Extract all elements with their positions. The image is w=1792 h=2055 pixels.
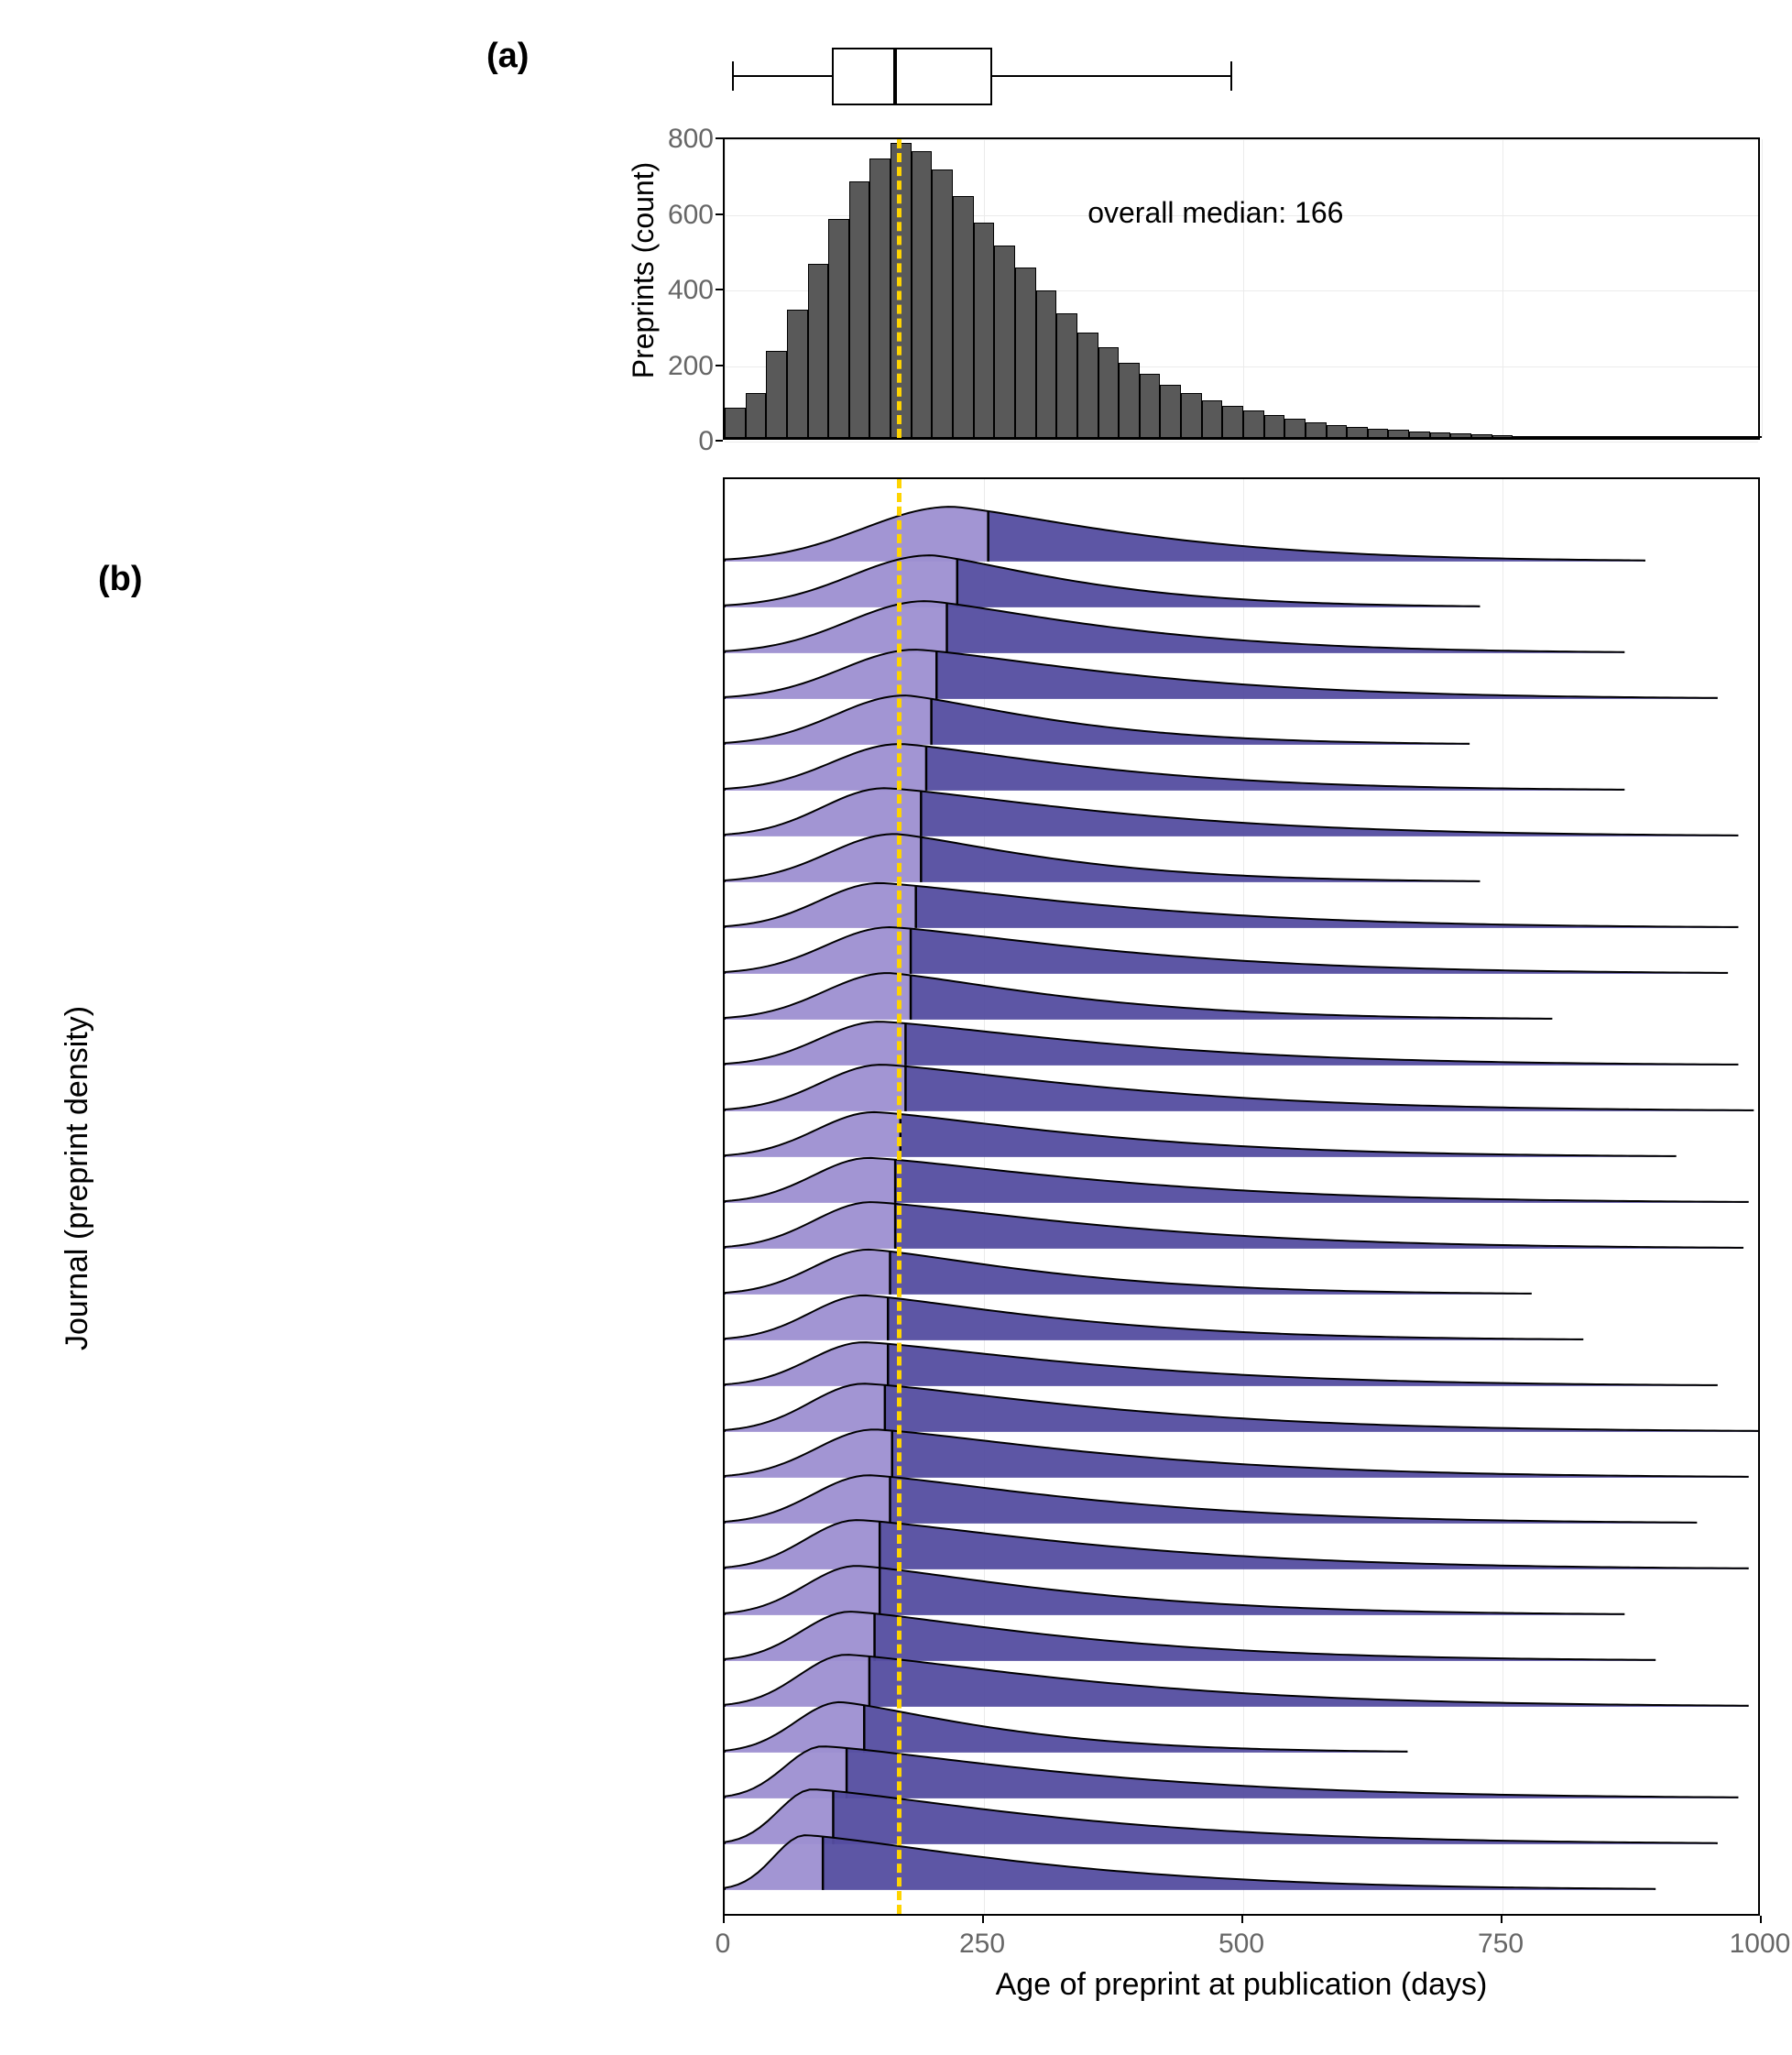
hist-bar	[1471, 434, 1492, 438]
y-tick-label: 600	[650, 200, 714, 231]
hist-bar	[1368, 429, 1389, 438]
figure-root: (a) (b) overall median: 166 Preprints (c…	[18, 18, 1792, 2037]
hist-bar	[766, 351, 787, 438]
boxplot-whisker-cap-high	[1230, 61, 1232, 91]
y-tick-label: 200	[650, 351, 714, 382]
hist-bar	[849, 181, 870, 439]
hist-bar	[1388, 430, 1409, 438]
hist-bar	[1555, 436, 1576, 438]
hist-bar	[1284, 419, 1306, 438]
hist-bar	[1160, 385, 1181, 438]
y-tick-label: 0	[650, 426, 714, 457]
hist-bar	[1056, 313, 1077, 438]
hist-bar	[1098, 347, 1120, 438]
hist-bar	[1721, 436, 1742, 438]
hist-bar	[1492, 435, 1513, 438]
hist-bar	[953, 196, 974, 438]
hist-bar	[1575, 436, 1596, 438]
hist-bar	[1243, 410, 1264, 438]
hist-bar	[869, 158, 891, 438]
hist-bar	[1430, 432, 1451, 438]
hist-bar	[1181, 393, 1202, 439]
hist-bar	[912, 151, 933, 439]
hist-bar	[787, 310, 808, 438]
panel-b-y-axis-title: Journal (preprint density)	[60, 958, 95, 1398]
x-tick-label: 1000	[1723, 1929, 1792, 1960]
boxplot-box	[832, 48, 992, 105]
hist-bar	[1264, 415, 1285, 438]
hist-bar	[1658, 436, 1679, 438]
hist-bar	[1409, 432, 1430, 438]
hist-bar	[1222, 406, 1243, 438]
ridge	[725, 1826, 1758, 1890]
hist-bar	[1015, 268, 1036, 438]
hist-bar	[1617, 436, 1638, 438]
hist-bar	[808, 264, 829, 438]
overall-median-annotation: overall median: 166	[1087, 196, 1343, 230]
hist-bar	[1036, 290, 1057, 438]
boxplot-median	[893, 49, 897, 104]
hist-bar	[1119, 363, 1140, 439]
panel-a-plot-area: overall median: 166	[723, 137, 1760, 440]
hist-bar	[725, 408, 746, 438]
overall-median-line-b	[897, 479, 901, 1914]
hist-bar	[1534, 436, 1555, 438]
hist-bar	[1327, 425, 1348, 438]
hist-bar	[1513, 436, 1534, 438]
hist-bar	[1699, 436, 1721, 438]
y-tick-label: 800	[650, 124, 714, 155]
x-tick-label: 500	[1205, 1929, 1278, 1960]
y-tick-label: 400	[650, 275, 714, 306]
x-tick-label: 0	[686, 1929, 759, 1960]
x-tick-label: 250	[945, 1929, 1019, 1960]
panel-label-b: (b)	[98, 560, 143, 599]
hist-bar	[1450, 433, 1471, 438]
hist-bar	[1741, 436, 1762, 438]
hist-bar	[1140, 374, 1161, 438]
hist-bar	[1347, 427, 1368, 438]
overall-median-line-a	[897, 139, 901, 438]
boxplot-whisker-cap-low	[732, 61, 734, 91]
hist-bar	[1678, 436, 1699, 438]
hist-bar	[1306, 422, 1327, 438]
hist-bar	[1202, 400, 1223, 438]
hist-bar	[746, 393, 767, 439]
hist-bar	[1637, 436, 1658, 438]
hist-bar	[932, 169, 953, 438]
hist-bar	[828, 219, 849, 438]
panel-b-plot-area	[723, 477, 1760, 1916]
hist-bar	[974, 223, 995, 438]
panel-a-boxplot	[723, 35, 1760, 117]
x-tick-label: 750	[1464, 1929, 1537, 1960]
panel-label-a: (a)	[486, 37, 529, 76]
panel-b-x-axis-title: Age of preprint at publication (days)	[723, 1967, 1760, 2003]
hist-bar	[994, 246, 1015, 438]
hist-bar	[1077, 333, 1098, 439]
hist-bar	[1596, 436, 1617, 438]
